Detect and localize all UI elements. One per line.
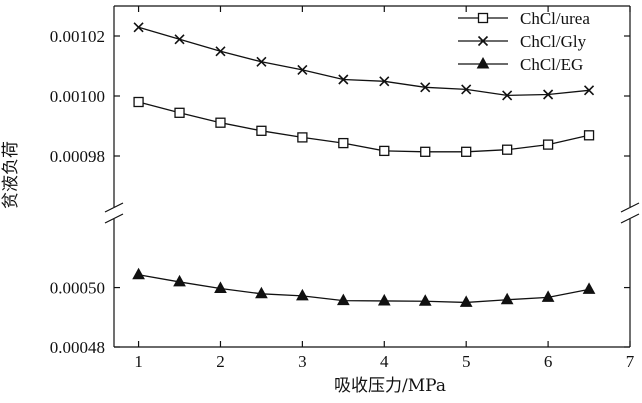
right-break-mark-lower (620, 213, 640, 224)
data-point (583, 85, 595, 96)
series-line (138, 274, 590, 304)
data-point (215, 46, 226, 57)
x-tick-label: 3 (298, 352, 307, 371)
series-line (138, 101, 590, 153)
data-point (541, 290, 555, 302)
data-point (255, 286, 268, 299)
data-point (582, 282, 596, 294)
data-point (296, 288, 309, 301)
x-tick-label: 4 (380, 352, 389, 371)
ticks: 1 2 3 4 5 6 7 0.00098 0.00100 0.00102 0.00048 0.000… (50, 6, 635, 371)
data-point (297, 132, 308, 143)
x-axis-title: 吸收压力/MPa (334, 376, 446, 396)
left-break-mark-lower (104, 213, 124, 224)
data-point (542, 139, 554, 150)
data-point (418, 294, 432, 306)
legend-label: ChCl/Gly (520, 32, 587, 51)
y-tick-label: 0.00048 (50, 338, 105, 357)
data-point (420, 82, 431, 93)
left-break-mark-upper (104, 202, 124, 213)
data-point (256, 56, 267, 67)
legend-marker (477, 35, 489, 47)
data-point (379, 76, 390, 87)
data-point (133, 96, 144, 108)
data-point (461, 84, 472, 95)
data-point (501, 144, 513, 155)
series-line (138, 26, 590, 97)
legend-entry: ChCl/Gly (458, 32, 587, 51)
data-point (379, 145, 390, 157)
y-tick-label: 0.00100 (50, 87, 105, 106)
data-point (256, 125, 267, 136)
series-layer (132, 22, 596, 307)
legend-entry: ChCl/EG (458, 55, 583, 74)
y-tick-label: 0.00050 (50, 279, 105, 298)
legend-marker (477, 12, 489, 24)
data-point (214, 281, 227, 293)
data-point (459, 295, 473, 307)
data-point (502, 90, 513, 101)
data-point (338, 74, 349, 85)
data-point (297, 64, 308, 75)
legend: ChCl/urea ChCl/Gly ChCl/EG (458, 9, 590, 74)
y-axis-title: 贫液负荷 (1, 141, 21, 209)
data-point (461, 146, 472, 157)
x-tick-label: 7 (626, 352, 635, 371)
data-point (174, 34, 185, 45)
data-point (583, 130, 595, 141)
right-break-mark-upper (620, 202, 640, 213)
legend-label: ChCl/urea (520, 9, 590, 28)
data-point (174, 107, 185, 118)
x-tick-label: 6 (544, 352, 553, 371)
data-point (500, 292, 514, 305)
data-point (377, 293, 391, 306)
axes (104, 5, 640, 348)
y-tick-label: 0.00102 (50, 27, 105, 46)
x-tick-label: 5 (462, 352, 471, 371)
x-tick-label: 2 (216, 352, 225, 371)
legend-marker (476, 56, 490, 69)
data-point (133, 22, 144, 33)
data-point (543, 89, 554, 100)
data-point (215, 117, 226, 128)
data-point (173, 274, 186, 287)
data-point (336, 293, 350, 306)
y-tick-label: 0.00098 (50, 147, 105, 166)
legend-label: ChCl/EG (520, 55, 583, 74)
data-point (338, 137, 349, 149)
data-point (420, 146, 431, 157)
x-tick-label: 1 (134, 352, 143, 371)
data-point (132, 267, 145, 280)
legend-entry: ChCl/urea (458, 9, 590, 28)
